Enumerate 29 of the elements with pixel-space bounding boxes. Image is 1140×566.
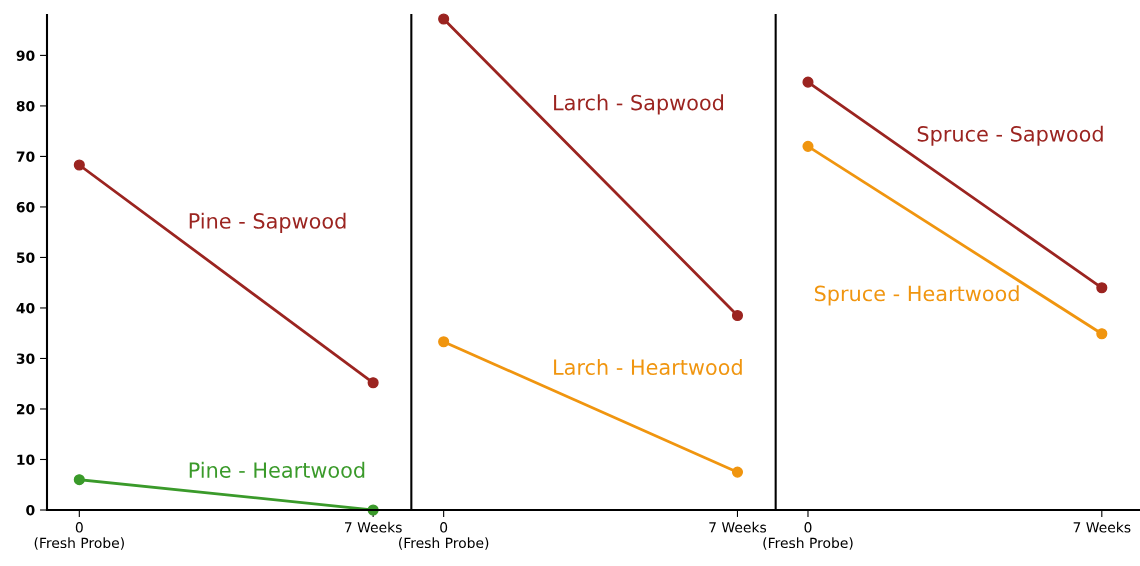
y-tick-label: 80 — [16, 100, 35, 112]
y-tick-label: 90 — [16, 50, 35, 61]
point — [731, 309, 744, 322]
y-tick-label: 70 — [16, 151, 35, 162]
x-tick-label: 7 Weeks — [1073, 521, 1131, 533]
y-tick-label: 0 — [26, 504, 35, 516]
y-tick-label: 50 — [16, 252, 35, 263]
y-tick-label: 30 — [16, 353, 35, 364]
y-tick-label: 20 — [16, 403, 35, 415]
point — [73, 474, 85, 486]
series-label: Pine - Heartwood — [189, 461, 365, 478]
y-tick-label: 40 — [16, 302, 35, 314]
point — [802, 140, 814, 152]
x-tick-label: 0 (Fresh Probe) — [34, 522, 124, 550]
point — [367, 377, 379, 389]
point — [802, 76, 814, 88]
y-tick-label: 60 — [16, 201, 35, 213]
series-label: Spruce - Heartwood — [814, 285, 1019, 306]
series-label: Spruce - Sapwood — [917, 125, 1103, 146]
series-label: Pine - Sapwood — [189, 212, 346, 233]
series-label: Larch - Sapwood — [554, 94, 724, 115]
point — [73, 159, 85, 171]
point — [438, 336, 450, 348]
point — [1096, 328, 1108, 340]
series-label: Larch - Heartwood — [554, 358, 742, 376]
y-tick-label: 10 — [17, 454, 35, 465]
point — [1096, 282, 1108, 294]
point — [731, 466, 744, 478]
point — [438, 13, 450, 25]
